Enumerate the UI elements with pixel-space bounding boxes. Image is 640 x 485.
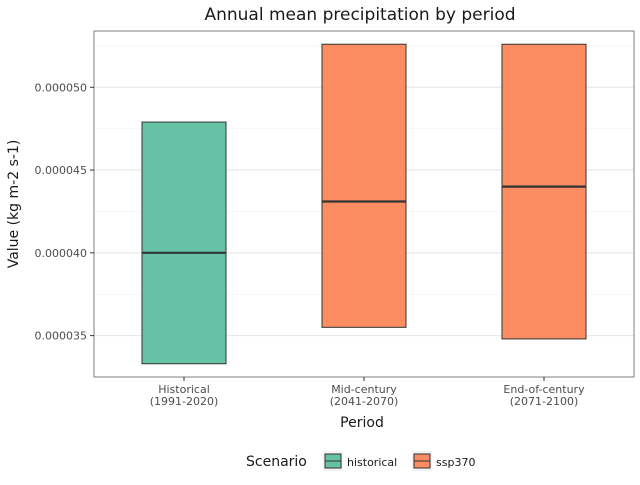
box-historical (141, 121, 227, 365)
legend-label: ssp370 (436, 456, 475, 469)
y-tick-label: 0.000045 (35, 164, 88, 177)
y-tick-label: 0.000040 (35, 247, 88, 260)
boxes (141, 43, 587, 365)
box-body (141, 121, 227, 365)
legend-title: Scenario (246, 454, 307, 470)
x-tick-label-period: (2041-2070) (330, 395, 399, 408)
box-ssp370 (321, 43, 407, 328)
y-axis-label: Value (kg m-2 s-1) (6, 140, 22, 269)
x-ticks: Historical(1991-2020) Mid-century(2041-20… (150, 377, 585, 408)
legend-label: historical (347, 456, 397, 469)
legend: Scenario historical ssp370 (246, 451, 475, 471)
legend-items: historical ssp370 (323, 451, 475, 471)
legend-item-historical: historical (323, 451, 397, 471)
legend-item-ssp370: ssp370 (412, 451, 475, 471)
x-tick-label: Historical (158, 383, 210, 396)
x-tick-label-period: (2071-2100) (510, 395, 579, 408)
chart-title: Annual mean precipitation by period (204, 5, 515, 25)
x-tick-label-period: (1991-2020) (150, 395, 219, 408)
y-ticks: 0.000035 0.000040 0.000045 0.000050 (35, 81, 94, 343)
x-axis-label: Period (340, 415, 384, 431)
box-ssp370 (501, 43, 587, 340)
x-tick-label: Mid-century (331, 383, 397, 396)
x-tick-label: End-of-century (503, 383, 585, 396)
y-tick-label: 0.000035 (35, 330, 88, 343)
box-body (321, 43, 407, 328)
y-tick-label: 0.000050 (35, 81, 88, 94)
box-body (501, 43, 587, 340)
